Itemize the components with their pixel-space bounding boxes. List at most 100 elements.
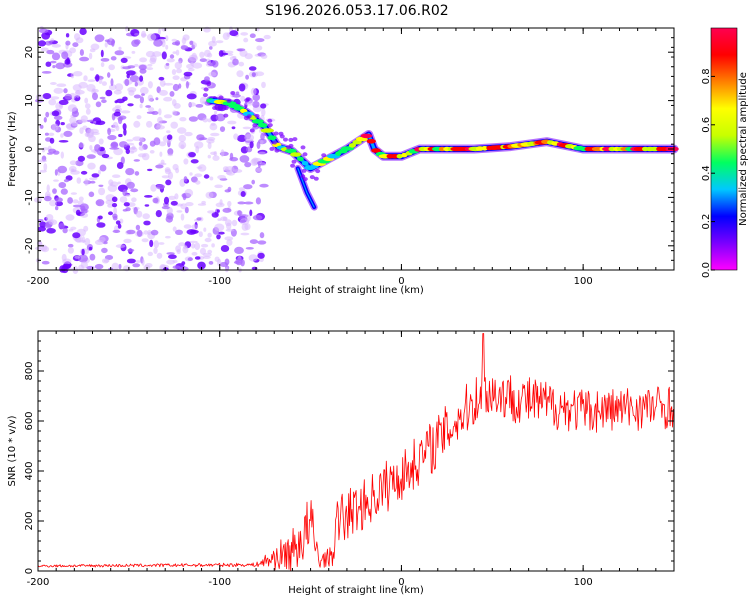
noise-blob (274, 148, 280, 153)
noise-blob (86, 128, 95, 137)
x-tick-label: -100 (208, 577, 231, 588)
noise-blob (69, 165, 77, 173)
noise-blob (113, 111, 121, 117)
noise-blob (165, 179, 172, 186)
noise-blob (243, 201, 254, 205)
noise-blob (208, 261, 214, 265)
noise-blob (232, 169, 243, 173)
noise-blob (80, 170, 88, 175)
noise-blob (171, 38, 178, 42)
noise-blob (188, 240, 198, 244)
noise-blob (149, 239, 154, 248)
noise-blob (263, 34, 271, 40)
noise-blob (46, 228, 56, 234)
noise-blob (69, 47, 76, 54)
noise-blob (216, 209, 220, 213)
noise-blob (158, 141, 167, 147)
noise-blob (243, 184, 253, 190)
noise-blob (313, 176, 319, 181)
noise-blob (232, 58, 239, 66)
noise-blob (99, 96, 106, 100)
noise-blob (96, 222, 106, 228)
noise-blob (252, 214, 263, 221)
noise-blob (240, 32, 249, 36)
noise-blob (136, 115, 142, 120)
noise-blob (124, 78, 130, 87)
noise-blob (135, 224, 141, 231)
ridge-blob (297, 156, 304, 162)
noise-blob (253, 157, 263, 165)
y-tick-label: -10 (24, 189, 35, 205)
noise-blob (194, 141, 204, 149)
noise-blob (79, 56, 90, 62)
noise-blob (252, 100, 260, 108)
noise-blob (58, 99, 69, 105)
noise-blob (40, 47, 49, 52)
noise-blob (244, 53, 253, 60)
noise-blob (134, 81, 138, 87)
noise-blob (300, 145, 306, 150)
noise-blob (158, 28, 161, 35)
noise-blob (203, 174, 210, 179)
noise-blob (180, 144, 185, 150)
noise-blob (98, 78, 103, 84)
noise-blob (89, 48, 96, 53)
noise-blob (211, 60, 219, 68)
noise-blob (79, 49, 84, 56)
y-tick-label: 0 (24, 146, 35, 152)
noise-blob (188, 116, 198, 122)
noise-blob (147, 107, 155, 112)
noise-blob (249, 239, 258, 245)
noise-blob (49, 199, 57, 207)
noise-blob (302, 177, 308, 182)
noise-blob (127, 147, 137, 150)
noise-blob (180, 45, 189, 50)
noise-blob (171, 41, 180, 46)
noise-blob (249, 33, 256, 38)
noise-blob (245, 247, 254, 250)
ridge-blob (366, 139, 376, 144)
x-tick-label: 0 (398, 577, 404, 588)
noise-blob (111, 262, 120, 271)
noise-blob (89, 253, 96, 261)
y-tick-label: 0 (24, 568, 35, 574)
noise-blob (98, 138, 104, 145)
noise-blob (207, 232, 212, 238)
noise-blob (58, 140, 69, 143)
noise-blob (163, 82, 174, 86)
noise-blob (43, 195, 52, 202)
noise-blob (168, 195, 176, 200)
noise-blob (175, 49, 180, 56)
noise-blob (125, 26, 129, 32)
noise-blob (100, 62, 105, 68)
noise-blob (176, 68, 182, 74)
noise-blob (189, 172, 193, 176)
noise-blob (202, 117, 209, 123)
noise-blob (208, 71, 217, 77)
noise-blob (161, 51, 167, 60)
noise-blob (63, 130, 73, 137)
noise-blob (39, 221, 47, 228)
noise-blob (113, 89, 122, 95)
y-tick-label: -20 (24, 238, 35, 254)
noise-blob (261, 108, 266, 117)
noise-blob (113, 207, 117, 216)
noise-blob (153, 240, 159, 249)
noise-blob (259, 232, 265, 239)
noise-blob (179, 117, 187, 122)
noise-blob (43, 117, 47, 123)
noise-blob (123, 202, 130, 207)
noise-blob (100, 49, 104, 58)
noise-blob (84, 238, 91, 246)
noise-blob (191, 251, 198, 256)
noise-blob (107, 184, 118, 192)
noise-blob (88, 246, 93, 251)
noise-blob (139, 75, 144, 82)
noise-blob (65, 214, 75, 221)
noise-blob (72, 232, 81, 239)
noise-blob (321, 153, 327, 158)
noise-blob (251, 266, 258, 270)
noise-blob (130, 29, 140, 37)
noise-blob (204, 237, 212, 243)
noise-blob (134, 63, 139, 67)
